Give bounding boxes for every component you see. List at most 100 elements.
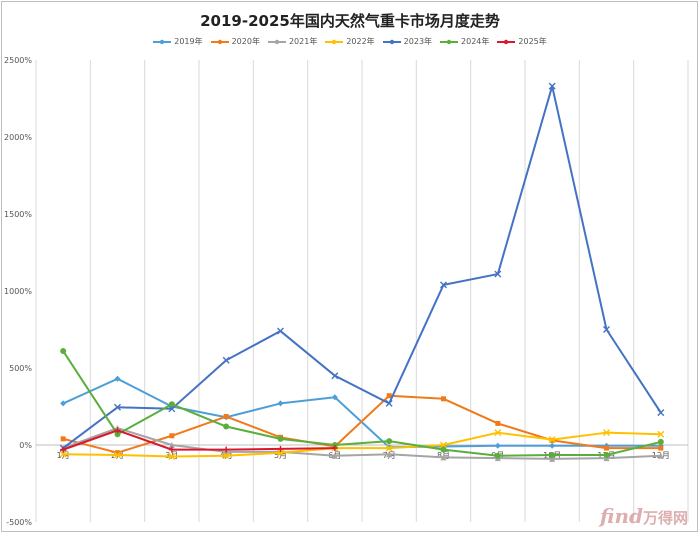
x-tick-label: 1月 [57, 451, 70, 460]
series-2023-point [385, 399, 393, 407]
series-2022-point [277, 449, 284, 457]
series-2019-point [277, 400, 284, 407]
series-2019-point [494, 442, 501, 449]
series-2019-point [331, 394, 338, 401]
legend-swatch [153, 39, 172, 44]
legend-swatch [267, 39, 286, 44]
series-2023-point [548, 82, 556, 90]
series-2020-point [658, 445, 664, 451]
series-2020-point [60, 436, 66, 442]
series-2023-point [494, 270, 502, 278]
series-2019-point [60, 400, 67, 407]
series-2022-point [222, 452, 230, 460]
series-2020-point [115, 450, 120, 456]
series-2021-point [657, 452, 664, 459]
series-2022-point [548, 436, 556, 444]
legend-entry: 2025年 [497, 36, 547, 47]
legend-label: 2022年 [346, 37, 375, 46]
chart-title: 2019-2025年国内天然气重卡市场月度走势 [200, 12, 500, 30]
series-2024-point [603, 452, 610, 459]
series-2023-point [222, 356, 230, 364]
x-tick-label: 3月 [165, 451, 178, 460]
series-2022-point [494, 429, 502, 437]
series-2023-point [603, 326, 610, 333]
series-2020-point [386, 393, 392, 399]
legend-swatch [382, 39, 401, 44]
series-2023-point [277, 327, 284, 335]
series-2021-point [603, 455, 610, 462]
legend-entry: 2022年 [325, 36, 375, 47]
series-2024-point [331, 442, 338, 448]
series-2023-point [331, 372, 339, 380]
series-2023-point [657, 409, 665, 417]
series-2021-point [168, 442, 175, 448]
series-2024-point [440, 446, 447, 453]
legend-label: 2019年 [174, 37, 203, 46]
series-2022-line [63, 431, 661, 458]
series-2024-point [114, 431, 121, 438]
series-2025-point [277, 445, 284, 452]
legend-label: 2024年 [461, 37, 490, 46]
legend-swatch [440, 39, 459, 44]
series-2020-point [169, 433, 175, 439]
y-tick-label: -500% [6, 518, 32, 527]
legend-entry: 2020年 [210, 36, 260, 47]
series-2020-point [441, 396, 446, 402]
series-2023-point [114, 403, 121, 411]
series-2024-point [549, 452, 556, 459]
series-2022-point [168, 453, 176, 461]
y-tick-label: 2000% [4, 133, 32, 142]
chart-legend: 2019年 2020年 2021年 2022年 2023年 2024年 2025年 [0, 36, 700, 47]
series-2022-point [657, 430, 665, 438]
watermark-latin: find [599, 504, 643, 528]
series-2025-point [60, 446, 67, 453]
series-2021-point [549, 455, 556, 462]
series-2025-point [114, 427, 121, 434]
series-2025-point [223, 446, 230, 453]
legend-label: 2023年 [403, 37, 433, 46]
series-2020-point [604, 445, 609, 451]
series-2024-point [60, 348, 67, 355]
series-2023-point [168, 405, 176, 413]
series-2021-point [386, 451, 393, 458]
series-2024-point [386, 438, 393, 445]
series-2023-point [440, 281, 447, 289]
legend-swatch [497, 39, 516, 44]
y-tick-label: 2500% [4, 56, 32, 65]
legend-entry: 2023年 [382, 36, 433, 47]
series-2021-point [331, 452, 338, 459]
series-2022-point [603, 429, 610, 437]
series-2022-point [59, 450, 67, 458]
series-2022-point [114, 451, 121, 459]
series-2020-line [62, 394, 661, 454]
y-tick-label: 1500% [4, 210, 32, 219]
series-2024-point [494, 452, 501, 459]
legend-swatch [325, 39, 344, 44]
series-2019-point [114, 375, 121, 382]
series-2025-point [331, 445, 338, 452]
legend-swatch [210, 39, 229, 44]
legend-entry: 2021年 [267, 36, 318, 47]
series-2024-line [62, 350, 662, 457]
series-2021-point [440, 454, 447, 461]
y-tick-label: 0% [19, 441, 32, 450]
series-2025-point [168, 446, 175, 453]
series-2025-line [62, 429, 335, 451]
legend-label: 2021年 [288, 37, 318, 46]
legend-label: 2025年 [518, 37, 547, 46]
series-2024-point [277, 435, 284, 442]
legend-label: 2020年 [231, 37, 260, 46]
legend-entry: 2024年 [440, 36, 489, 47]
series-2020-point [223, 414, 229, 420]
y-tick-label: 1000% [4, 287, 32, 296]
series-2021-line [62, 427, 661, 460]
series-2024-point [657, 438, 664, 445]
watermark-cn: 万得网 [642, 509, 688, 527]
y-tick-label: 500% [9, 364, 32, 373]
series-2024-point [223, 423, 230, 430]
series-2022-point [385, 444, 393, 452]
series-2020-point [495, 420, 501, 426]
series-2022-point [440, 441, 447, 449]
x-tick-label: 5月 [274, 451, 287, 460]
